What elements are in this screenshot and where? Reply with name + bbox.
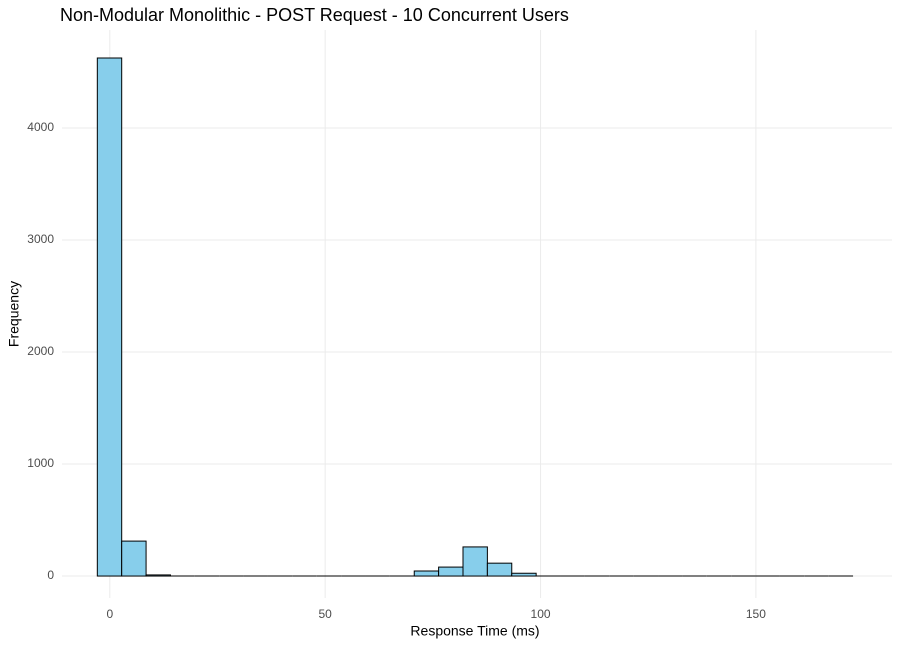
x-tick-label: 0 — [106, 607, 113, 621]
bar — [511, 572, 537, 577]
bar — [96, 57, 123, 577]
bar — [413, 570, 440, 577]
bar — [462, 546, 488, 577]
y-tick-label: 2000 — [27, 344, 54, 358]
y-axis-title: Frequency — [6, 281, 22, 347]
y-tick-label: 1000 — [27, 456, 54, 470]
x-tick-label: 150 — [746, 607, 766, 621]
x-axis-title: Response Time (ms) — [410, 623, 539, 639]
bar — [438, 566, 464, 577]
y-tick-label: 3000 — [27, 232, 54, 246]
x-tick-label: 100 — [531, 607, 551, 621]
bar — [121, 540, 147, 577]
x-tick-label: 50 — [318, 607, 332, 621]
y-tick-label: 4000 — [27, 120, 54, 134]
y-tick-label: 0 — [47, 568, 54, 582]
bar — [145, 574, 171, 577]
bar — [486, 562, 513, 577]
chart-title: Non-Modular Monolithic - POST Request - … — [60, 5, 569, 25]
